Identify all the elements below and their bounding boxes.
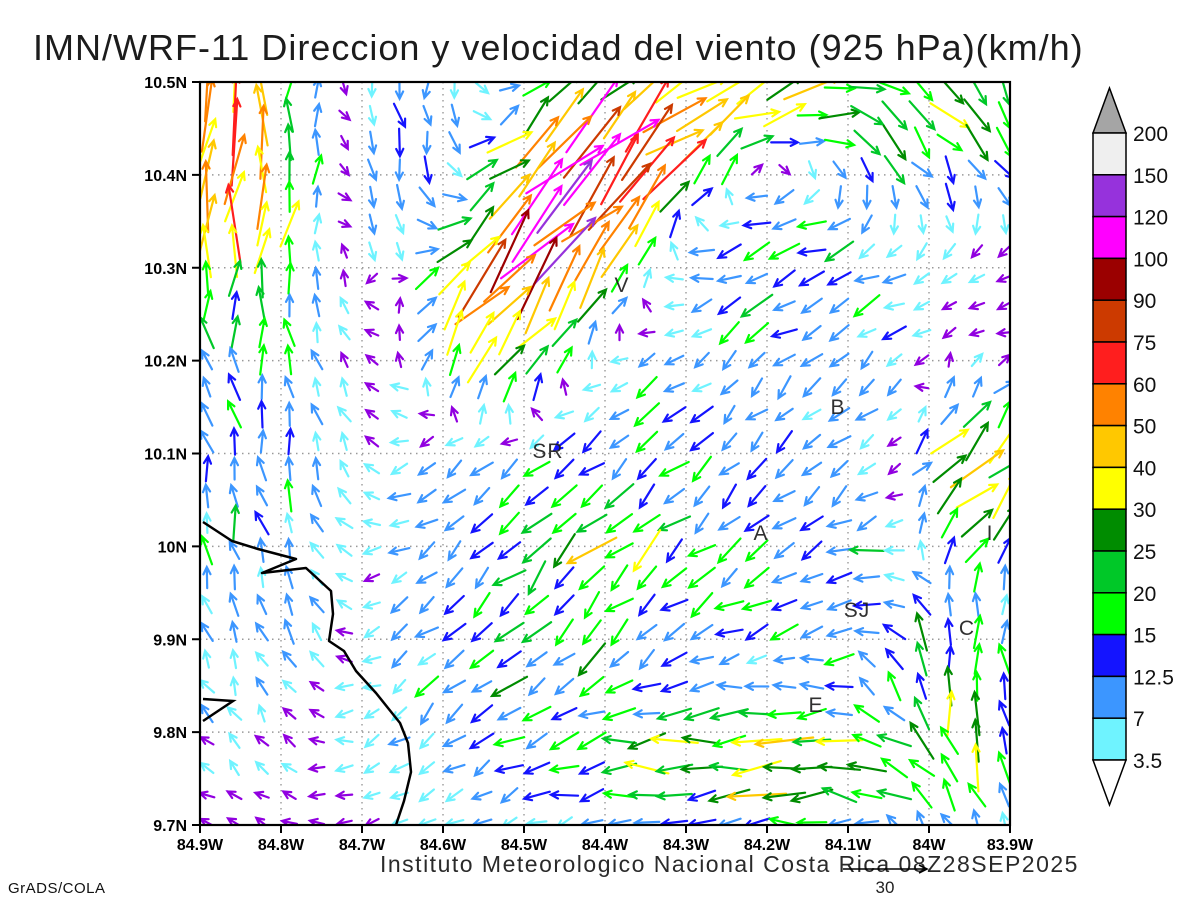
grads-credit: GrADS/COLA [8, 880, 106, 897]
wind-arrows [200, 82, 1010, 825]
colorbar-label: 20 [1133, 583, 1156, 606]
footer-caption: Instituto Meteorologico Nacional Costa R… [380, 851, 1079, 877]
reference-vector: 30 [843, 864, 929, 897]
chart-generated-content: 84.9W 84.8W 84.7W 84.6W 84.5W 84.4W 84.3W 84.2W… [144, 75, 1174, 854]
colorbar-box [1092, 257, 1127, 301]
colorbar-box [1092, 132, 1127, 176]
lat-tick-label: 10.3N [144, 261, 187, 278]
colorbar-box [1092, 508, 1127, 552]
chart-title: IMN/WRF-11 Direccion y velocidad del vie… [33, 27, 1084, 68]
colorbar-label: 90 [1133, 290, 1156, 313]
colorbar-label: 25 [1133, 541, 1156, 564]
reference-vector-label: 30 [876, 878, 895, 897]
colorbar-label: 3.5 [1133, 750, 1162, 773]
colorbar-label: 120 [1133, 207, 1168, 230]
colorbar-box [1092, 383, 1127, 427]
colorbar-top-arrow [1091, 85, 1128, 134]
lon-tick-label: 84.2W [744, 837, 791, 854]
colorbar-box [1092, 299, 1127, 343]
colorbar-box [1092, 592, 1127, 636]
colorbar-bottom-arrow [1091, 759, 1128, 808]
city-label-sr: SR [532, 440, 563, 463]
lon-tick-label: 84.7W [339, 837, 386, 854]
colorbar-box [1092, 341, 1127, 385]
colorbar-box [1092, 550, 1127, 594]
colorbar-box [1092, 675, 1127, 719]
lat-tick-label: 10N [158, 539, 187, 556]
lat-tick-label: 9.7N [153, 818, 187, 835]
colorbar-box [1092, 174, 1127, 218]
lon-tick-label: 84.8W [258, 837, 305, 854]
colorbar-label: 40 [1133, 457, 1156, 480]
city-label-b: B [830, 396, 845, 419]
colorbar-box [1092, 215, 1127, 260]
lat-tick-label: 9.9N [153, 632, 187, 649]
colorbar-label: 150 [1133, 165, 1168, 188]
lat-tick-label: 10.1N [144, 447, 187, 464]
lon-tick-label: 84W [913, 837, 947, 854]
colorbar-label: 7 [1133, 708, 1145, 731]
colorbar-box [1092, 717, 1127, 761]
colorbar-label: 60 [1133, 374, 1156, 397]
reference-vector-head [918, 864, 929, 874]
lat-tick-label: 10.5N [144, 75, 187, 92]
city-label-e: E [808, 694, 823, 717]
colorbar-label: 75 [1133, 332, 1156, 355]
colorbar-label: 30 [1133, 499, 1156, 522]
coastline [202, 520, 413, 826]
lon-tick-label: 84.5W [501, 837, 548, 854]
colorbar-box [1092, 633, 1127, 678]
lat-tick-label: 10.2N [144, 354, 187, 371]
plot-frame [198, 80, 1012, 827]
colorbar-label: 100 [1133, 248, 1168, 271]
city-label-sj: SJ [844, 599, 871, 622]
lon-tick-label: 84.9W [177, 837, 224, 854]
colorbar-label: 15 [1133, 625, 1156, 648]
colorbar-label: 200 [1133, 123, 1168, 146]
lat-tick-label: 9.8N [153, 725, 187, 742]
colorbar-box [1092, 466, 1127, 510]
colorbar-box [1092, 424, 1127, 469]
lon-tick-label: 84.4W [582, 837, 629, 854]
city-label-i: I [987, 522, 994, 545]
city-label-c: C [959, 617, 975, 640]
colorbar-label: 12.5 [1133, 666, 1174, 689]
lon-tick-label: 84.6W [420, 837, 467, 854]
lon-tick-label: 84.1W [825, 837, 872, 854]
city-label-v: V [614, 274, 629, 297]
lon-tick-label: 84.3W [663, 837, 710, 854]
city-label-a: A [753, 522, 768, 545]
lat-tick-label: 10.4N [144, 168, 187, 185]
lon-tick-label: 83.9W [987, 837, 1034, 854]
colorbar-label: 50 [1133, 416, 1156, 439]
coastline-inlet [202, 697, 237, 723]
